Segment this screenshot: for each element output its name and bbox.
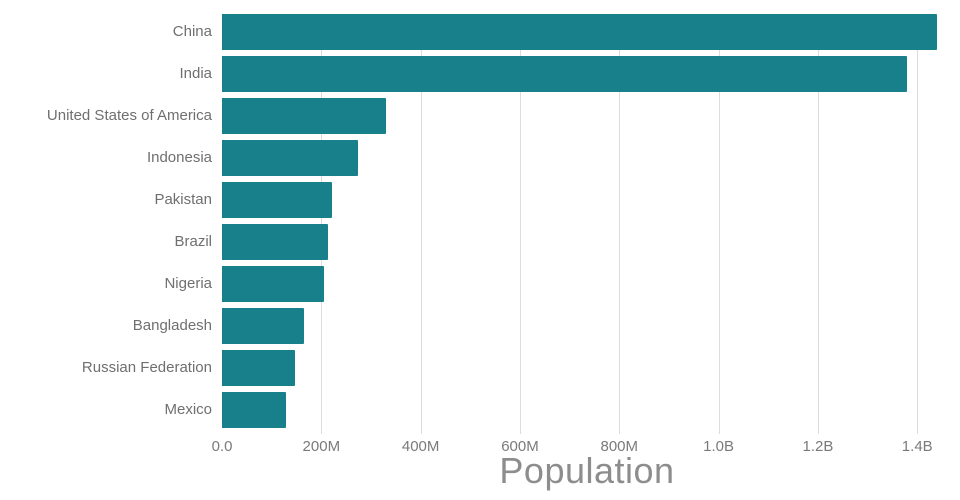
x-tick-label: 0.0 (211, 438, 233, 455)
bar (222, 266, 325, 302)
bar (222, 56, 908, 92)
x-axis-ticks: 0.0 200M 400M 600M 800M 1.0B 1.2B 1.4B (212, 438, 952, 456)
x-tick-label: 800M (600, 438, 639, 455)
plot-area (222, 14, 952, 434)
category-label: Bangladesh (132, 317, 212, 334)
category-label: United States of America (46, 107, 212, 124)
category-label: Pakistan (154, 191, 212, 208)
gridline (619, 14, 621, 434)
category-label: Brazil (174, 233, 212, 250)
category-label: Russian Federation (81, 359, 212, 376)
bar (222, 224, 328, 260)
gridline (519, 14, 521, 434)
category-label: China (172, 23, 212, 40)
bar (222, 350, 295, 386)
bar (222, 308, 304, 344)
bar (222, 392, 287, 428)
x-axis-title: Population (499, 450, 675, 491)
category-label: Mexico (164, 401, 212, 418)
gridline (718, 14, 720, 434)
x-tick-label: 600M (501, 438, 539, 455)
bar (222, 140, 359, 176)
gridline (420, 14, 422, 434)
x-tick-label: 400M (401, 438, 440, 455)
x-tick-label: 200M (302, 438, 341, 455)
category-label: India (179, 65, 212, 82)
category-label: Nigeria (164, 275, 212, 292)
bar (222, 98, 387, 134)
x-tick-label: 1.4B (901, 438, 933, 455)
gridline (817, 14, 819, 434)
x-tick-label: 1.2B (802, 438, 834, 455)
bar (222, 182, 332, 218)
bar (222, 14, 938, 50)
x-tick-label: 1.0B (703, 438, 735, 455)
category-label: Indonesia (146, 149, 212, 166)
y-axis-labels: China India United States of America Indone… (0, 14, 212, 434)
gridline (917, 14, 919, 434)
